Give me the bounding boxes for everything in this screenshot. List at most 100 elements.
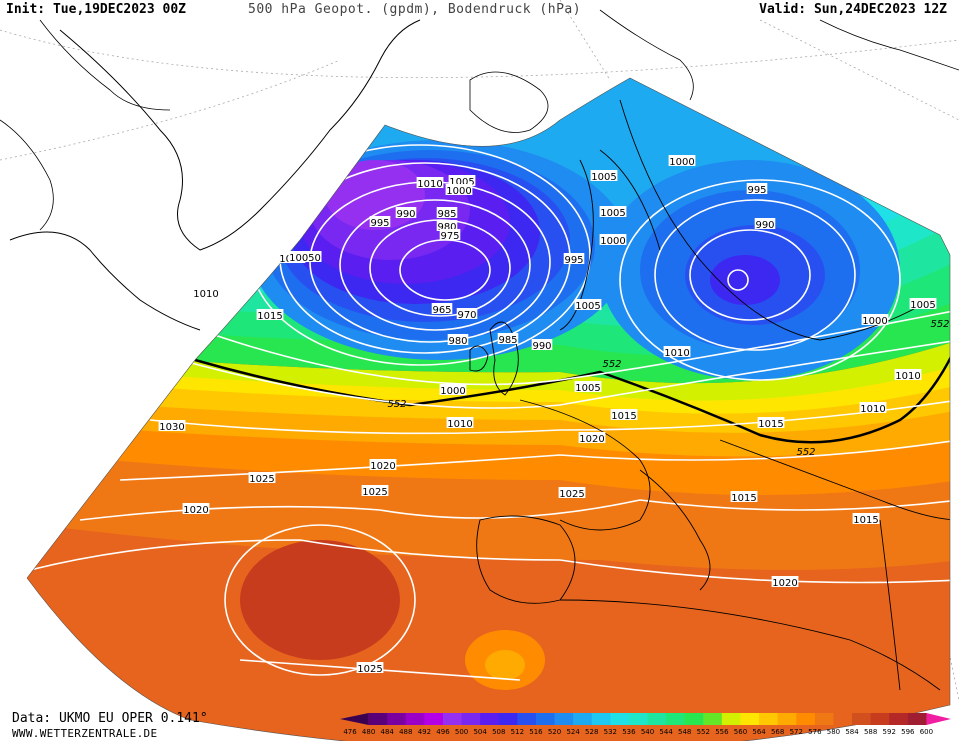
pressure-label: 1010 [192,287,220,300]
pressure-label: 1015 [610,409,638,422]
colorbar-swatch [666,713,686,725]
colorbar-swatch [340,713,369,725]
colorbar-tick-label: 556 [715,728,729,736]
pressure-label: 995 [563,253,585,266]
pressure-label: 1005 [574,299,602,312]
svg-text:1015: 1015 [611,411,636,422]
pressure-label: 1015 [852,513,880,526]
svg-text:1005: 1005 [600,208,625,219]
colorbar-swatch [740,713,760,725]
svg-text:985: 985 [437,209,456,220]
colorbar-tick-label: 476 [343,728,357,736]
colorbar-swatch [759,713,779,725]
colorbar-swatch [535,713,556,725]
colorbar-tick-label: 492 [418,728,431,736]
svg-text:985: 985 [498,335,517,346]
pressure-label: 970 [456,308,478,321]
colorbar-swatch [442,713,463,725]
colorbar-swatch [833,713,853,725]
colorbar-tick-label: 572 [790,728,803,736]
svg-text:995: 995 [370,218,389,229]
geopotential-label: 552 [387,399,406,410]
outer-basemap [0,0,959,701]
colorbar-tick-label: 552 [697,728,710,736]
colorbar-swatch [461,713,481,725]
colorbar-tick-label: 600 [920,728,933,736]
colorbar-swatch [498,713,518,725]
pressure-label: 1005 [574,381,602,394]
geopotential-label: 552 [930,319,949,330]
pressure-label: 1010 [416,177,444,190]
colorbar-swatch [647,713,667,725]
colorbar-tick-label: 580 [827,728,840,736]
colorbar-swatch [889,713,909,725]
valid-time: Valid: Sun,24DEC2023 12Z [759,2,947,17]
colorbar-tick-label: 592 [883,728,896,736]
pressure-label: 990 [531,339,553,352]
svg-text:1030: 1030 [159,422,184,433]
svg-text:1015: 1015 [731,493,756,504]
svg-text:1015: 1015 [853,515,878,526]
colorbar-swatch [907,713,927,725]
svg-text:1000: 1000 [669,157,694,168]
pressure-label: 985 [436,207,458,220]
colorbar: 476 480 484 488 492 496 500 504 508 512 516 520 524 5… [340,713,951,736]
pressure-label: 1025 [361,485,389,498]
website: WWW.WETTERZENTRALE.DE [12,727,158,740]
colorbar-swatch [870,713,890,725]
pressure-label: 1020 [771,576,799,589]
colorbar-tick-label: 564 [752,728,766,736]
svg-text:990: 990 [532,341,551,352]
colorbar-swatch [368,713,388,725]
colorbar-tick-label: 516 [529,728,543,736]
svg-text:995: 995 [747,185,766,196]
colorbar-swatch [591,713,611,725]
colorbar-tick-label: 560 [734,728,747,736]
svg-text:1015: 1015 [758,419,783,430]
colorbar-swatch [387,713,407,725]
pressure-label: 1025 [248,472,276,485]
pressure-label: 1000 [439,384,467,397]
colorbar-tick-label: 484 [381,728,395,736]
pressure-label: 1005 [909,298,937,311]
pressure-label: 995 [746,183,768,196]
colorbar-tick-label: 512 [511,728,524,736]
svg-text:1005: 1005 [449,177,474,188]
svg-text:970: 970 [457,310,476,321]
pressure-label: 1010 [859,402,887,415]
colorbar-swatch [628,713,648,725]
pressure-label: 1015 [730,491,758,504]
svg-text:1005: 1005 [575,383,600,394]
colorbar-tick-label: 496 [436,728,450,736]
svg-text:980: 980 [437,222,456,233]
pressure-label: 1010 [894,369,922,382]
svg-text:1015: 1015 [257,311,282,322]
pressure-label: 1010 [446,417,474,430]
svg-text:1020: 1020 [772,578,797,589]
pressure-label: 1005 [448,175,476,188]
svg-text:1010: 1010 [860,404,885,415]
colorbar-tick-label: 540 [641,728,654,736]
pressure-label: 1020 [578,432,606,445]
geopotential-label: 552 [796,447,815,458]
pressure-label: 980 [447,334,469,347]
svg-text:1010: 1010 [417,179,442,190]
colorbar-tick-label: 588 [864,728,877,736]
svg-text:1005: 1005 [591,172,616,183]
geopotential-label: 552 [602,359,621,370]
svg-text:1005: 1005 [575,301,600,312]
colorbar-tick-label: 480 [362,728,375,736]
svg-text:1010: 1010 [193,289,218,300]
colorbar-swatch [684,713,704,725]
pressure-label: 1000 [599,234,627,247]
colorbar-tick-label: 504 [473,728,487,736]
svg-text:1025: 1025 [249,474,274,485]
pressure-label: 1005 [590,170,618,183]
colorbar-swatch [610,713,630,725]
colorbar-tick-label: 548 [678,728,691,736]
pressure-label: 1020 [182,503,210,516]
colorbar-tick-label: 568 [771,728,784,736]
pressure-label: 990 [395,207,417,220]
colorbar-swatch [554,713,574,725]
